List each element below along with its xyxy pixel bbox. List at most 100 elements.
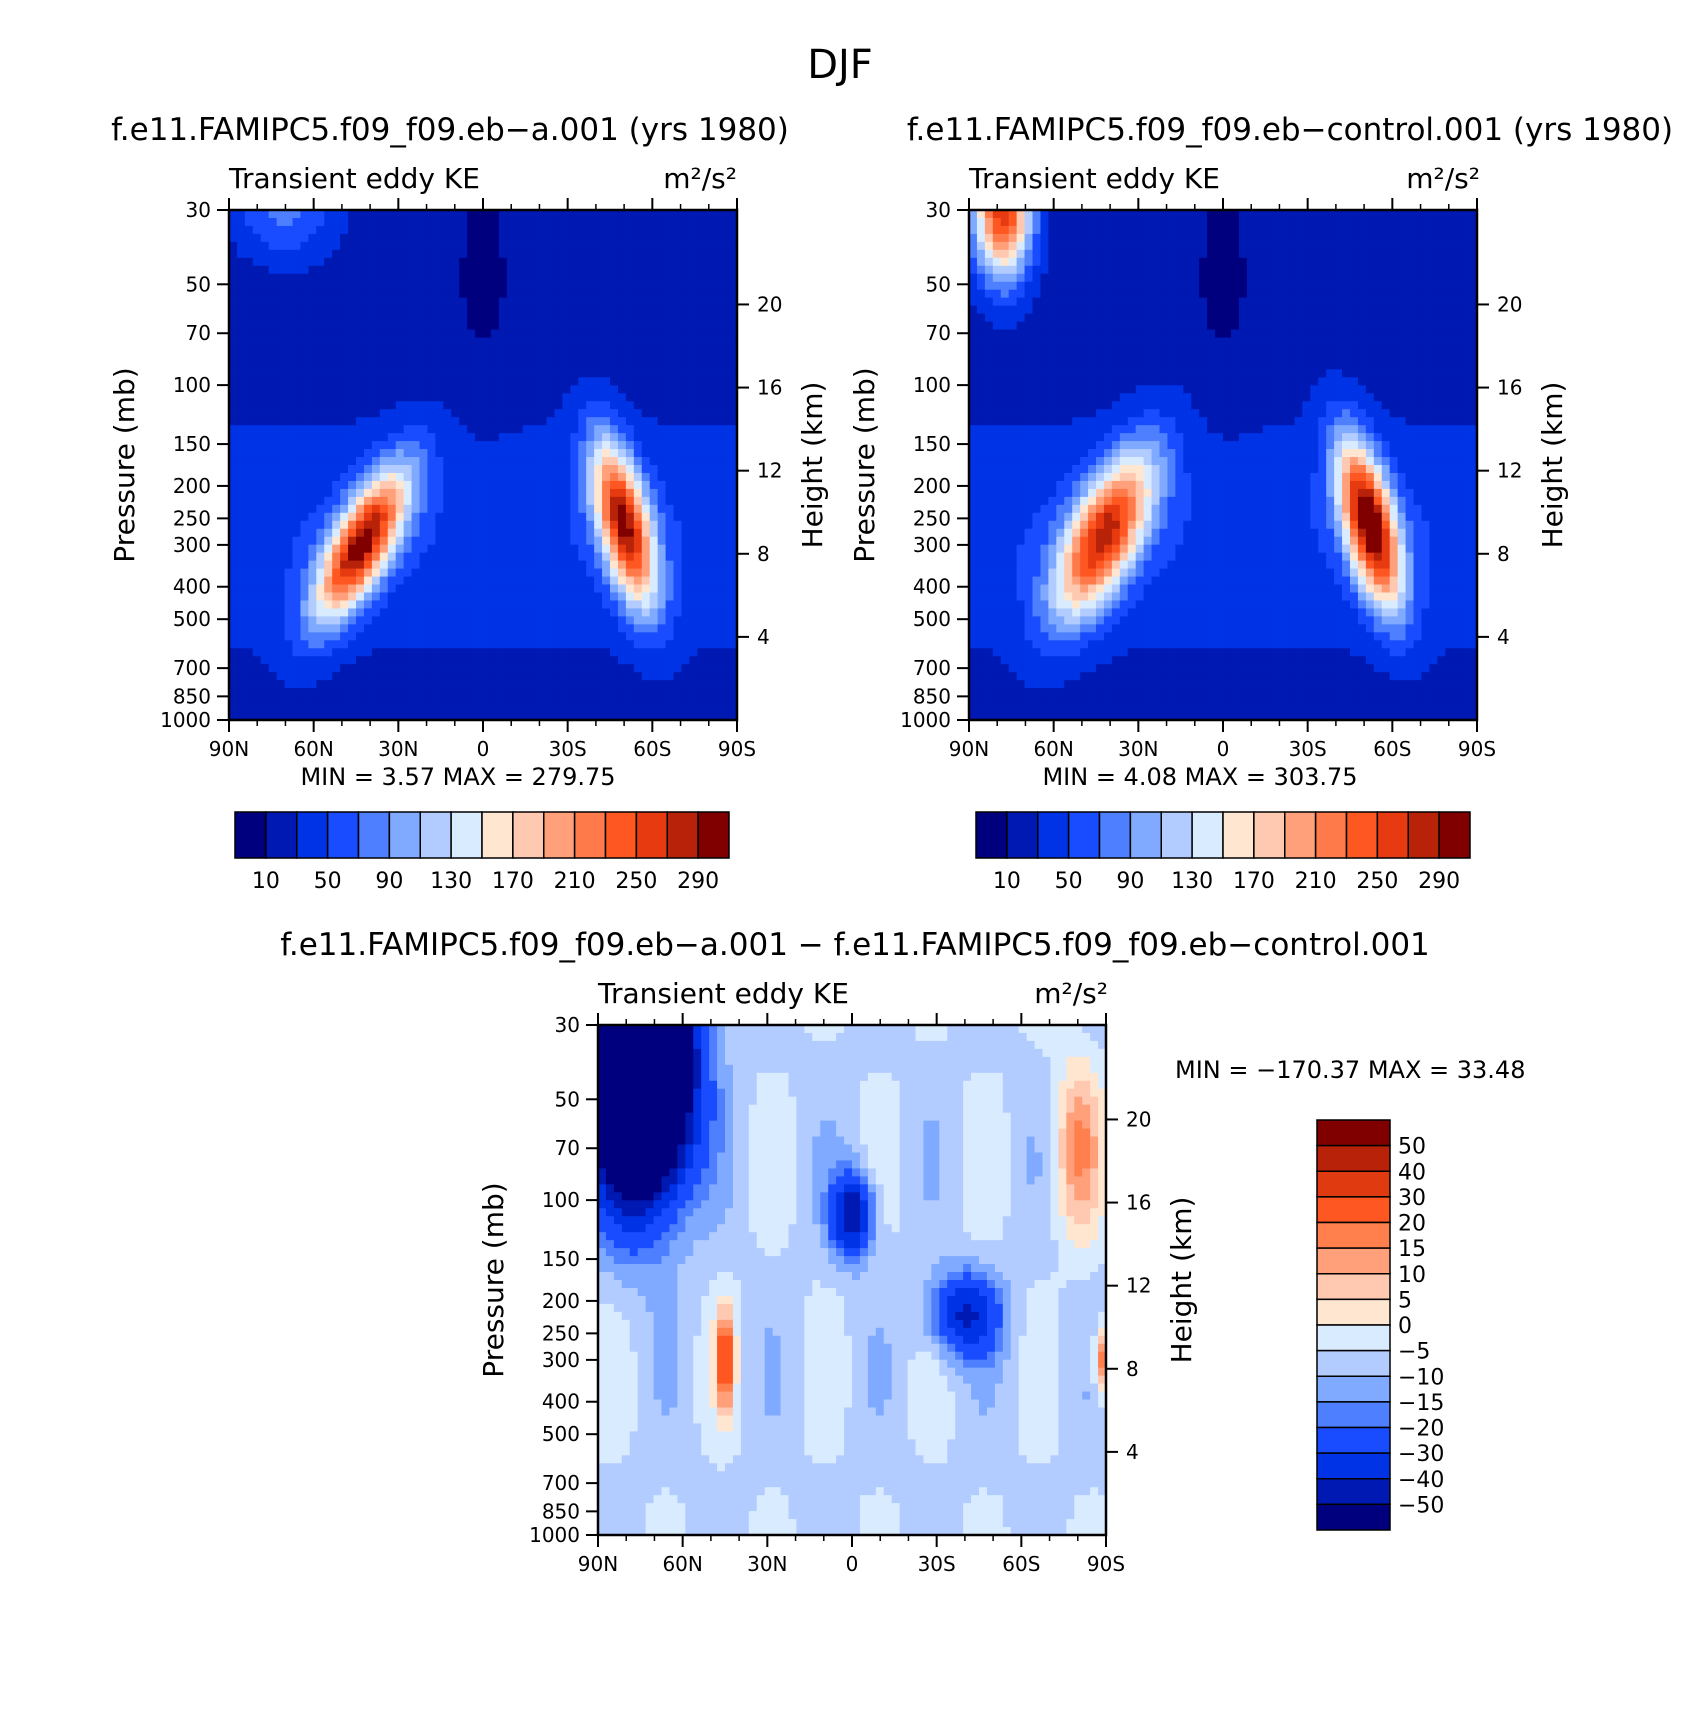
contour-cell	[1453, 273, 1462, 283]
colorbar-swatch	[357, 811, 391, 859]
contour-cell	[292, 576, 302, 586]
contour-cell	[252, 441, 262, 450]
contour-cell	[578, 608, 587, 618]
contour-cell	[657, 632, 667, 641]
contour-cell	[316, 664, 325, 673]
contour-cell	[506, 337, 516, 347]
contour-cell	[435, 289, 444, 299]
contour-cell	[1437, 210, 1446, 219]
contour-cell	[649, 273, 659, 283]
contour-cell	[371, 640, 381, 649]
contour-cell	[1064, 289, 1073, 299]
contour-cell	[506, 377, 516, 386]
contour-cell	[562, 560, 571, 570]
contour-cell	[451, 600, 460, 610]
contour-cell	[546, 632, 556, 641]
contour-cell	[530, 369, 540, 378]
contour-cell	[649, 233, 659, 243]
contour-cell	[292, 496, 302, 506]
contour-cell	[292, 512, 302, 522]
contour-cell	[427, 520, 436, 530]
contour-cell	[387, 217, 397, 227]
contour-cell	[514, 297, 524, 307]
contour-cell	[594, 696, 603, 705]
contour-cell	[443, 433, 452, 442]
contour-cell	[332, 457, 341, 466]
contour-cell	[1016, 273, 1026, 283]
x-tick-label: 30N	[378, 737, 418, 761]
contour-cell	[490, 600, 500, 610]
contour-cell	[617, 241, 627, 251]
contour-cell	[538, 696, 548, 705]
contour-cell	[483, 457, 492, 466]
contour-cell	[229, 496, 238, 506]
contour-cell	[260, 664, 270, 673]
contour-cell	[554, 640, 563, 649]
contour-cell	[435, 600, 444, 610]
contour-cell	[276, 560, 286, 570]
contour-cell	[649, 576, 659, 586]
contour-cell	[689, 225, 698, 235]
contour-cell	[451, 704, 460, 713]
contour-cell	[498, 600, 508, 610]
contour-cell	[554, 449, 563, 458]
contour-cell	[522, 297, 532, 307]
contour-cell	[427, 377, 436, 386]
contour-cell	[459, 640, 468, 649]
contour-cell	[625, 337, 635, 347]
contour-cell	[689, 377, 698, 386]
contour-cell	[530, 417, 540, 426]
contour-cell	[586, 560, 595, 570]
contour-cell	[300, 305, 309, 315]
contour-cell	[475, 632, 484, 641]
contour-cell	[498, 249, 508, 259]
contour-cell	[673, 305, 683, 315]
contour-cell	[268, 369, 278, 378]
contour-cell	[705, 417, 714, 426]
contour-cell	[411, 249, 421, 259]
contour-cell	[348, 425, 357, 434]
contour-cell	[276, 552, 286, 562]
contour-cell	[697, 265, 706, 275]
contour-cell	[697, 409, 706, 418]
contour-cell	[316, 704, 325, 713]
contour-cell	[340, 480, 349, 490]
contour-cell	[395, 568, 405, 578]
contour-cell	[713, 504, 722, 514]
contour-cell	[554, 480, 563, 490]
contour-cell	[229, 289, 238, 299]
contour-cell	[300, 321, 309, 331]
contour-cell	[252, 393, 262, 402]
contour-cell	[236, 289, 246, 299]
contour-cell	[276, 528, 286, 538]
contour-cell	[284, 449, 294, 458]
contour-cell	[260, 560, 270, 570]
contour-cell	[490, 696, 500, 705]
contour-cell	[1445, 249, 1454, 259]
contour-cell	[459, 680, 468, 689]
contour-cell	[681, 584, 690, 594]
contour-cell	[538, 616, 548, 625]
contour-cell	[729, 305, 738, 315]
contour-cell	[586, 217, 595, 227]
contour-cell	[403, 528, 413, 538]
contour-cell	[1461, 241, 1470, 251]
contour-cell	[379, 329, 389, 339]
contour-cell	[244, 640, 254, 649]
contour-cell	[363, 441, 373, 450]
contour-cell	[395, 512, 405, 522]
contour-cell	[625, 568, 635, 578]
contour-cell	[522, 265, 532, 275]
contour-cell	[1461, 289, 1470, 299]
contour-cell	[729, 616, 738, 625]
contour-cell	[427, 210, 436, 219]
contour-cell	[475, 233, 484, 243]
contour-cell	[483, 504, 492, 514]
contour-cell	[681, 441, 690, 450]
contour-cell	[554, 472, 563, 482]
contour-cell	[578, 465, 587, 474]
contour-cell	[308, 664, 317, 673]
contour-cell	[300, 504, 309, 514]
contour-cell	[697, 632, 706, 641]
contour-cell	[435, 465, 444, 474]
